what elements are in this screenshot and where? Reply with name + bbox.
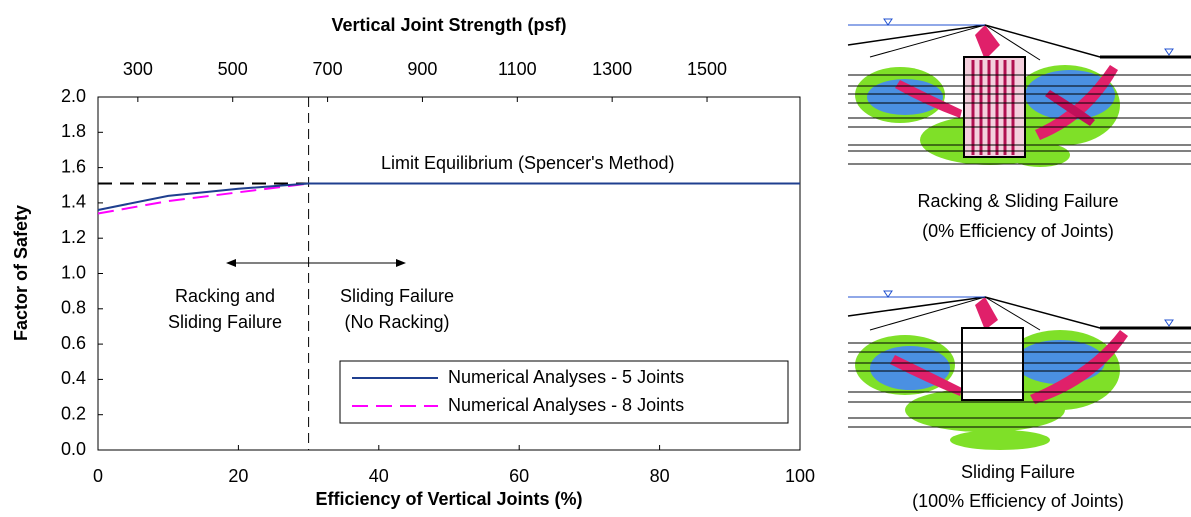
legend-label: Numerical Analyses - 5 Joints [448, 367, 684, 387]
x-tick-label: 20 [228, 466, 248, 486]
x-axis-title: Efficiency of Vertical Joints (%) [315, 489, 582, 509]
y-tick-label: 0.4 [61, 368, 86, 388]
legend-label: Numerical Analyses - 8 Joints [448, 395, 684, 415]
figure-caption: (100% Efficiency of Joints) [912, 491, 1124, 511]
x-tick-label: 60 [509, 466, 529, 486]
top-tick-label: 1500 [687, 59, 727, 79]
y-tick-label: 0.0 [61, 439, 86, 459]
x-tick-label: 80 [650, 466, 670, 486]
annotation: Sliding Failure [340, 286, 454, 306]
arrows [226, 259, 406, 267]
failure-diagram-racking [848, 19, 1191, 167]
y-tick-label: 1.2 [61, 227, 86, 247]
top-tick-label: 1100 [498, 59, 537, 79]
failure-diagram-sliding [848, 291, 1191, 450]
y-tick-label: 1.4 [61, 192, 86, 212]
y-tick-label: 1.0 [61, 262, 86, 282]
y-tick-label: 2.0 [61, 86, 86, 106]
top-tick-label: 1300 [592, 59, 632, 79]
x-tick-label: 100 [785, 466, 815, 486]
x-tick-label: 0 [93, 466, 103, 486]
top-tick-label: 900 [407, 59, 437, 79]
y-tick-label: 1.6 [61, 156, 86, 176]
annotation: Racking and [175, 286, 275, 306]
top-tick-label: 700 [313, 59, 343, 79]
top-tick-label: 500 [218, 59, 248, 79]
annotation: (No Racking) [344, 312, 449, 332]
series-line [98, 183, 800, 213]
y-tick-label: 0.6 [61, 333, 86, 353]
top-tick-label: 300 [123, 59, 153, 79]
y-tick-label: 0.2 [61, 403, 86, 423]
figure-caption: Racking & Sliding Failure [917, 191, 1118, 211]
x-tick-label: 40 [369, 466, 389, 486]
y-tick-label: 0.8 [61, 298, 86, 318]
figure: Vertical Joint Strength (psf) Efficiency… [0, 0, 1191, 517]
figure-caption: (0% Efficiency of Joints) [922, 221, 1114, 241]
y-tick-label: 1.8 [61, 121, 86, 141]
reference-label: Limit Equilibrium (Spencer's Method) [381, 153, 675, 173]
top-axis-title: Vertical Joint Strength (psf) [331, 15, 566, 35]
annotation: Sliding Failure [168, 312, 282, 332]
y-axis-title: Factor of Safety [11, 205, 31, 341]
figure-caption: Sliding Failure [961, 462, 1075, 482]
